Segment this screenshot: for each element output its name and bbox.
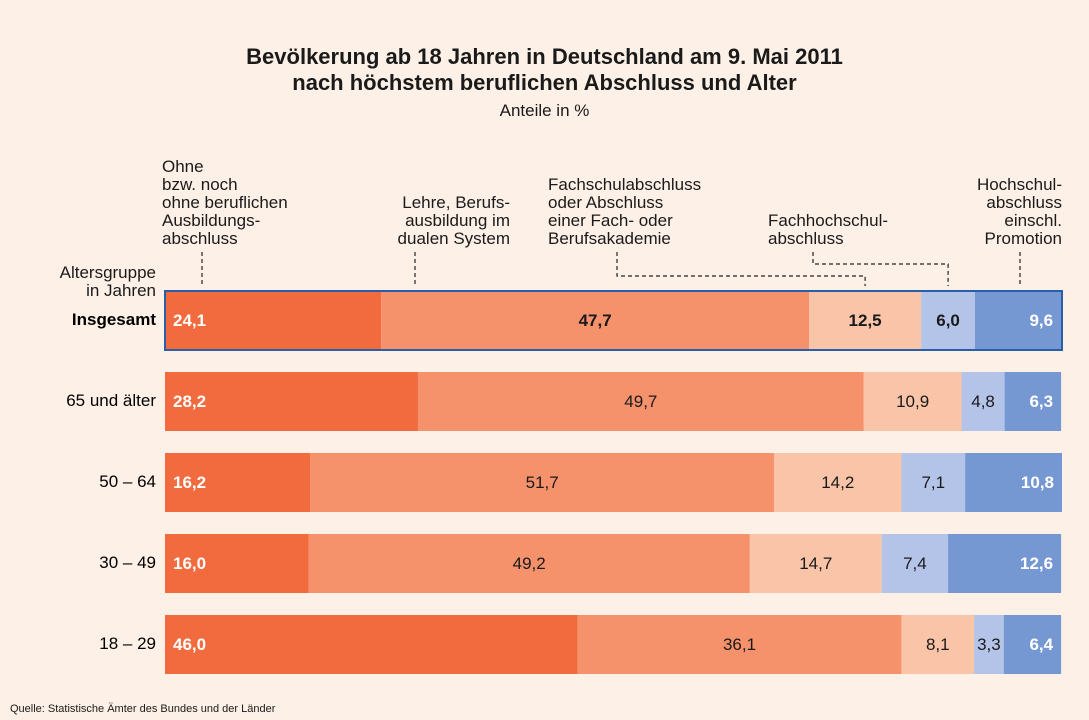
bar-segment <box>308 534 750 593</box>
legend-leader <box>812 252 949 286</box>
value-label: 6,3 <box>1029 392 1053 411</box>
bar-segment <box>809 291 922 350</box>
legend-label: Fachschulabschluss oder Abschluss einer … <box>548 175 702 248</box>
bar-segment <box>948 534 1062 593</box>
chart-subtitle: Anteile in % <box>499 101 590 120</box>
bar-segment <box>417 372 864 431</box>
y-tick-label: 30 – 49 <box>99 553 156 572</box>
bar-segment <box>165 372 418 431</box>
value-label: 16,2 <box>173 473 206 492</box>
bar-segment <box>961 372 1005 431</box>
bar-segment <box>1003 615 1062 674</box>
chart-title: Bevölkerung ab 18 Jahren in Deutschland … <box>246 44 843 95</box>
legend-label: Fachhochschul- abschluss <box>768 211 889 248</box>
source: Quelle: Statistische Ämter des Bundes un… <box>10 703 276 715</box>
value-label: 10,8 <box>1021 473 1054 492</box>
bar-segment <box>921 291 975 350</box>
value-label: 24,1 <box>173 311 206 330</box>
value-label: 7,1 <box>921 473 945 492</box>
value-label: 46,0 <box>173 635 206 654</box>
value-label: 12,5 <box>849 311 882 330</box>
value-label: 14,2 <box>821 473 854 492</box>
value-label: 4,8 <box>971 392 995 411</box>
legend-label: Ohne bzw. noch ohne beruflichen Ausbildu… <box>162 157 288 248</box>
bar-segment <box>310 453 775 512</box>
bar-segment <box>165 615 578 674</box>
bar-segment <box>774 453 902 512</box>
bar-segment <box>863 372 962 431</box>
bar-segment <box>974 615 1004 674</box>
bar-segment <box>165 534 309 593</box>
value-label: 47,7 <box>579 311 612 330</box>
value-label: 9,6 <box>1029 311 1053 330</box>
legend-leader <box>616 252 866 286</box>
highlight-border <box>164 290 1063 351</box>
bar-segment <box>165 291 382 350</box>
bar-segment <box>1004 372 1062 431</box>
bar-segment <box>974 291 1062 350</box>
value-label: 51,7 <box>526 473 559 492</box>
value-label: 8,1 <box>926 635 950 654</box>
y-tick-label: 65 und älter <box>66 391 156 410</box>
value-label: 10,9 <box>896 392 929 411</box>
legend-label: Lehre, Berufs- ausbildung im dualen Syst… <box>397 193 510 248</box>
y-tick-label: 50 – 64 <box>99 472 156 491</box>
value-label: 6,4 <box>1029 635 1053 654</box>
value-label: 7,4 <box>903 554 927 573</box>
value-label: 49,7 <box>624 392 657 411</box>
bar-segment <box>577 615 902 674</box>
bar-segment <box>381 291 810 350</box>
value-label: 49,2 <box>513 554 546 573</box>
bar-segment <box>901 453 966 512</box>
value-label: 3,3 <box>977 635 1001 654</box>
y-tick-label: 18 – 29 <box>99 634 156 653</box>
y-tick-label: Insgesamt <box>72 310 156 329</box>
value-label: 14,7 <box>799 554 832 573</box>
bar-segment <box>901 615 975 674</box>
y-axis-label: Altersgruppe in Jahren <box>59 263 156 300</box>
value-label: 28,2 <box>173 392 206 411</box>
value-label: 6,0 <box>936 311 960 330</box>
value-label: 12,6 <box>1020 554 1053 573</box>
legend-label: Hochschul- abschluss einschl. Promotion <box>976 175 1062 248</box>
bar-segment <box>165 453 311 512</box>
value-label: 36,1 <box>723 635 756 654</box>
value-label: 16,0 <box>173 554 206 573</box>
bar-segment <box>881 534 949 593</box>
bar-segment <box>749 534 882 593</box>
bar-segment <box>965 453 1062 512</box>
